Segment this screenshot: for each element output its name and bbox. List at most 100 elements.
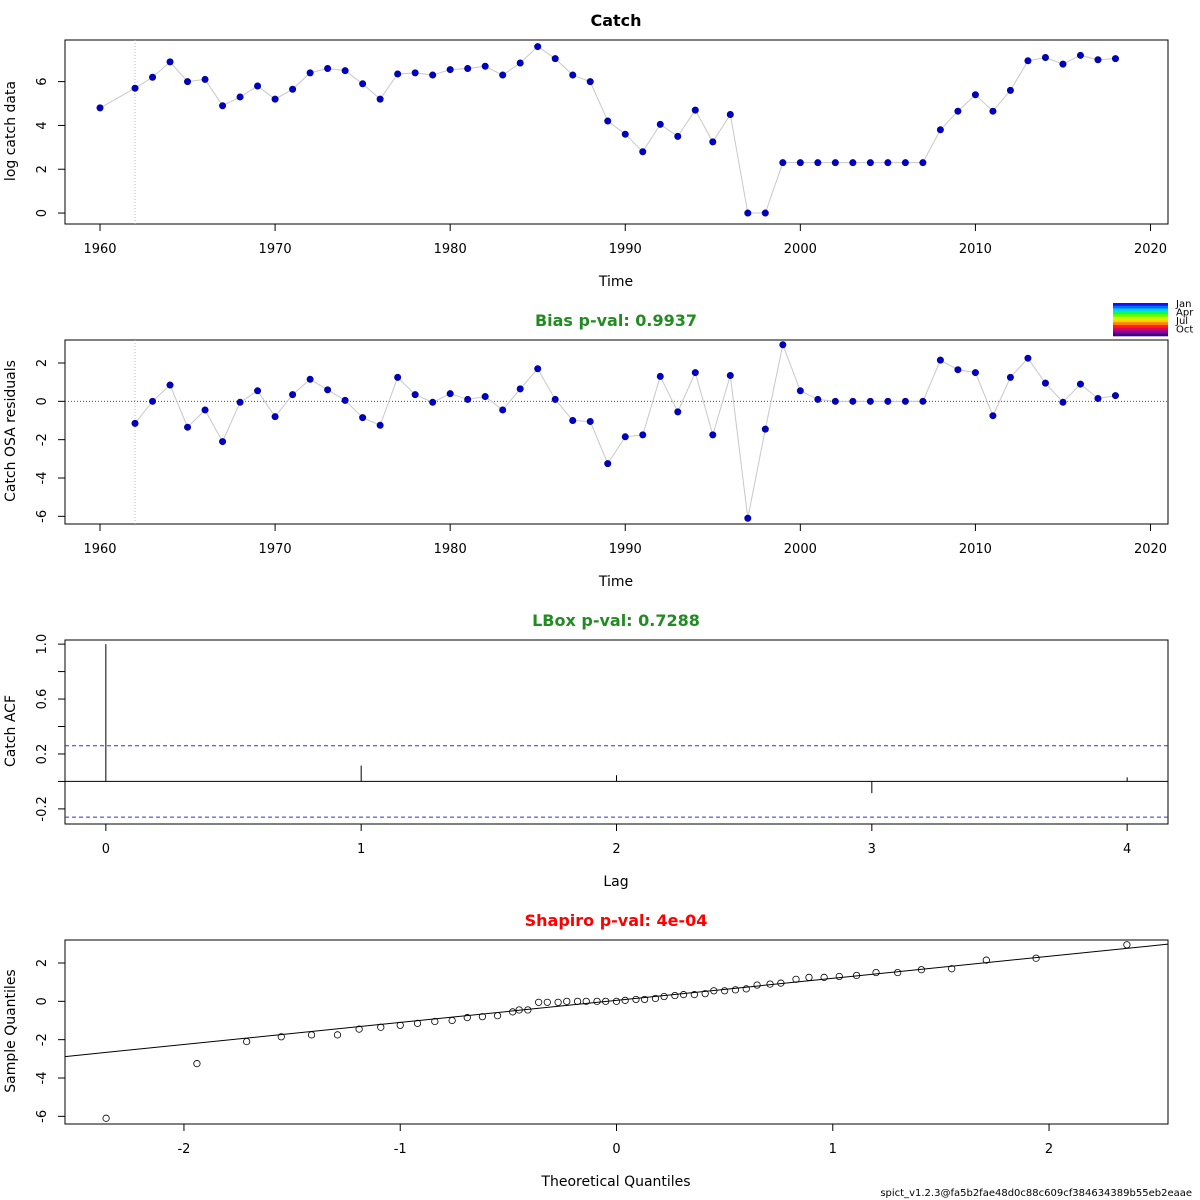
residuals-panel-title: Bias p-val: 0.9937 [535,311,697,330]
x-tick-label: 2010 [959,542,992,557]
x-tick-label: 2000 [784,542,817,557]
qq-point [766,980,774,988]
data-point [341,67,349,75]
data-point [499,71,507,79]
legend-color-band [1113,325,1168,329]
y-tick-label: 6 [35,77,50,85]
acf-panel-xlabel: Lag [603,874,628,890]
data-point [219,102,227,110]
data-point [569,416,577,424]
legend-color-band [1113,311,1168,315]
version-footer: spict_v1.2.3@fa5b2fae48d0c88c609cf384634… [880,1188,1192,1199]
legend-color-band [1113,330,1168,334]
acf-panel: LBox p-val: 0.7288 Lag Catch ACF 0 1 2 3 4 -0… [3,611,1169,890]
qq-point [777,979,785,987]
data-point [1024,57,1032,65]
y-tick-label: 2 [35,959,50,967]
x-tick-label: 1980 [434,542,467,557]
qq-plot-area: -2 -1 0 1 2 -6 -4 -2 0 2 [35,939,1169,1157]
data-point [1094,394,1102,402]
data-point [376,421,384,429]
x-tick-label: 2000 [784,242,817,257]
data-point [901,397,909,405]
plot-frame [64,639,1169,825]
data-point [761,209,769,217]
qq-panel-xlabel: Theoretical Quantiles [540,1174,690,1190]
x-tick-label: 4 [1123,842,1131,857]
data-point [709,431,717,439]
legend-color-band [1113,316,1168,320]
data-point [814,159,822,167]
catch-panel-title: Catch [590,11,641,30]
data-point [1094,56,1102,64]
x-tick-label: 1990 [609,242,642,257]
data-point [709,138,717,146]
qq-point [894,968,902,977]
data-point [586,78,594,86]
data-point [464,64,472,72]
data-point [166,381,174,389]
catch-panel: Catch Time log catch data 1960 1970 1980 19… [3,11,1169,290]
data-point [1041,54,1049,62]
data-point [884,159,892,167]
qq-point [448,1016,456,1025]
y-tick-label: -2 [35,433,50,446]
qq-point [651,994,660,1003]
qq-point [377,1023,385,1031]
data-point [324,386,332,394]
data-point [586,417,594,425]
data-point [359,80,367,88]
plot-frame [64,39,1169,225]
legend-color-band [1113,308,1168,312]
data-point [796,387,804,395]
qq-point [792,975,800,983]
data-point [236,93,244,101]
data-point [166,58,174,66]
qq-point [355,1025,363,1033]
qq-point [835,972,843,981]
qq-point [872,968,880,977]
qq-point [852,971,861,980]
data-point [411,69,419,77]
data-point [254,82,262,90]
data-point [236,398,244,406]
data-point [131,84,139,92]
y-tick-label: 2 [35,359,50,367]
x-tick-label: 2020 [1134,242,1167,257]
qq-point [1123,941,1131,949]
qq-point [612,997,621,1005]
plot-frame [64,939,1169,1125]
qq-point [701,990,709,998]
data-point [849,159,857,167]
residuals-panel: Bias p-val: 0.9937 Time Catch OSA residu… [3,299,1194,590]
x-tick-label: 1970 [259,542,292,557]
data-point [394,70,402,78]
data-point [289,85,297,93]
y-tick-label: 0.2 [35,744,50,765]
qq-point [602,997,610,1005]
x-tick-label: 1980 [434,242,467,257]
qq-point [333,1031,342,1039]
data-point [306,375,314,383]
qq-point [742,985,750,993]
data-point [289,391,297,399]
x-tick-label: 1970 [259,242,292,257]
legend-month-label: Jan [1175,299,1191,310]
data-point [1041,379,1049,387]
qq-point [307,1031,316,1039]
qq-point [413,1019,422,1027]
legend-month-label: Jul [1175,316,1188,327]
data-point [866,397,874,405]
x-tick-label: -2 [177,1142,190,1157]
qq-point [679,991,688,999]
data-point [201,406,209,414]
residuals-plot-area: 1960 1970 1980 1990 2000 2010 2020 -6 -4 -2 0 2 [35,339,1169,557]
qq-point [721,987,729,995]
data-point [271,413,279,421]
data-point [1059,60,1067,68]
data-point [639,431,647,439]
data-point [901,159,909,167]
qq-point [543,998,551,1006]
data-point [324,64,332,72]
